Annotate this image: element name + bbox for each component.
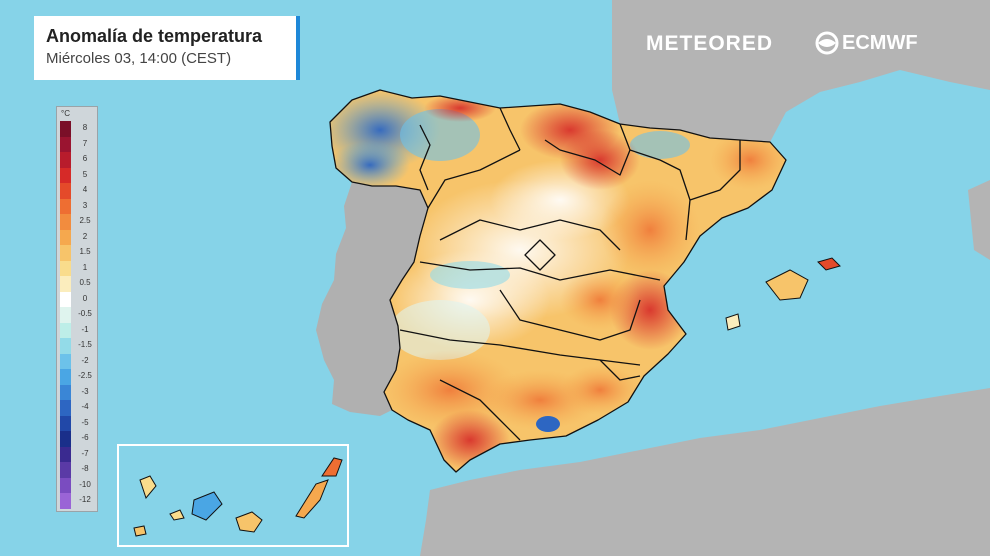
legend-swatch [60, 167, 71, 183]
legend-label: -12 [79, 495, 91, 504]
legend-label: 1.5 [79, 247, 91, 256]
legend-swatch [60, 245, 71, 261]
legend-label: -4 [81, 402, 89, 411]
legend-label: -0.5 [78, 309, 92, 318]
meteored-logo: METEORED [646, 32, 774, 55]
legend-label: -2.5 [78, 371, 92, 380]
ecmwf-logo: ECMWF [842, 32, 918, 54]
legend-swatch [60, 322, 71, 338]
legend-swatch [60, 431, 71, 447]
north-africa-land [420, 388, 990, 556]
color-legend: °C 8 7 6 5 4 3 2.5 2 1.5 1 0.5 0 -0.5 -1 -1.5 -2 -2.5 -3 -… [56, 106, 98, 512]
legend-label: -3 [81, 386, 89, 396]
legend-swatch [60, 384, 71, 400]
mallorca [765, 269, 809, 301]
legend-swatch [60, 446, 71, 462]
menorca [817, 257, 841, 271]
legend-unit: °C [61, 109, 70, 118]
region-borders [329, 89, 787, 473]
legend-label: -8 [81, 464, 89, 473]
canary-inset-frame [117, 444, 349, 547]
legend-swatch [60, 276, 71, 292]
legend-label: 3 [82, 200, 88, 210]
legend-swatch [60, 338, 71, 354]
legend-swatch [60, 121, 71, 137]
portugal-land [316, 182, 428, 416]
legend-swatch [60, 462, 71, 478]
legend-label: 0 [82, 293, 88, 303]
legend-swatch [60, 291, 71, 307]
legend-label: 7 [82, 138, 88, 148]
legend-swatch [60, 198, 71, 214]
legend-label: 0.5 [79, 278, 91, 287]
legend-label: 2 [82, 231, 88, 241]
legend-swatch [60, 477, 71, 493]
legend-swatch [60, 152, 71, 168]
anomaly-field [330, 90, 786, 470]
map-title: Anomalía de temperatura [46, 26, 263, 46]
legend-label: 6 [82, 154, 88, 163]
legend-label: -2 [81, 355, 89, 365]
legend-swatch [60, 214, 71, 230]
legend-swatch [60, 400, 71, 416]
map-subtitle: Miércoles 03, 14:00 (CEST) [46, 50, 232, 67]
legend-label: -10 [79, 479, 91, 489]
legend-label: 4 [82, 185, 88, 194]
legend-label: 2.5 [79, 216, 91, 225]
ecmwf-logo-icon [815, 31, 839, 55]
legend-swatch [60, 260, 71, 276]
ibiza [725, 313, 741, 331]
legend-label: 5 [82, 169, 88, 179]
legend-label: 1 [82, 262, 88, 272]
legend-label: -1.5 [78, 340, 92, 349]
title-panel: Anomalía de temperatura Miércoles 03, 14… [34, 16, 300, 80]
legend-label: -7 [81, 448, 89, 458]
legend-swatch [60, 353, 71, 369]
legend-label: -5 [81, 417, 89, 427]
legend-label: -6 [81, 433, 89, 442]
legend-swatch [60, 136, 71, 152]
legend-swatch [60, 183, 71, 199]
legend-swatch [60, 415, 71, 431]
legend-swatch [60, 229, 71, 245]
france-land [612, 0, 990, 142]
canary-islands [133, 457, 343, 537]
legend-label: -1 [81, 324, 89, 334]
legend-swatch [60, 493, 71, 509]
sardinia-land [968, 180, 990, 260]
legend-swatch [60, 307, 71, 323]
legend-label: 8 [82, 123, 88, 132]
legend-swatch [60, 369, 71, 385]
